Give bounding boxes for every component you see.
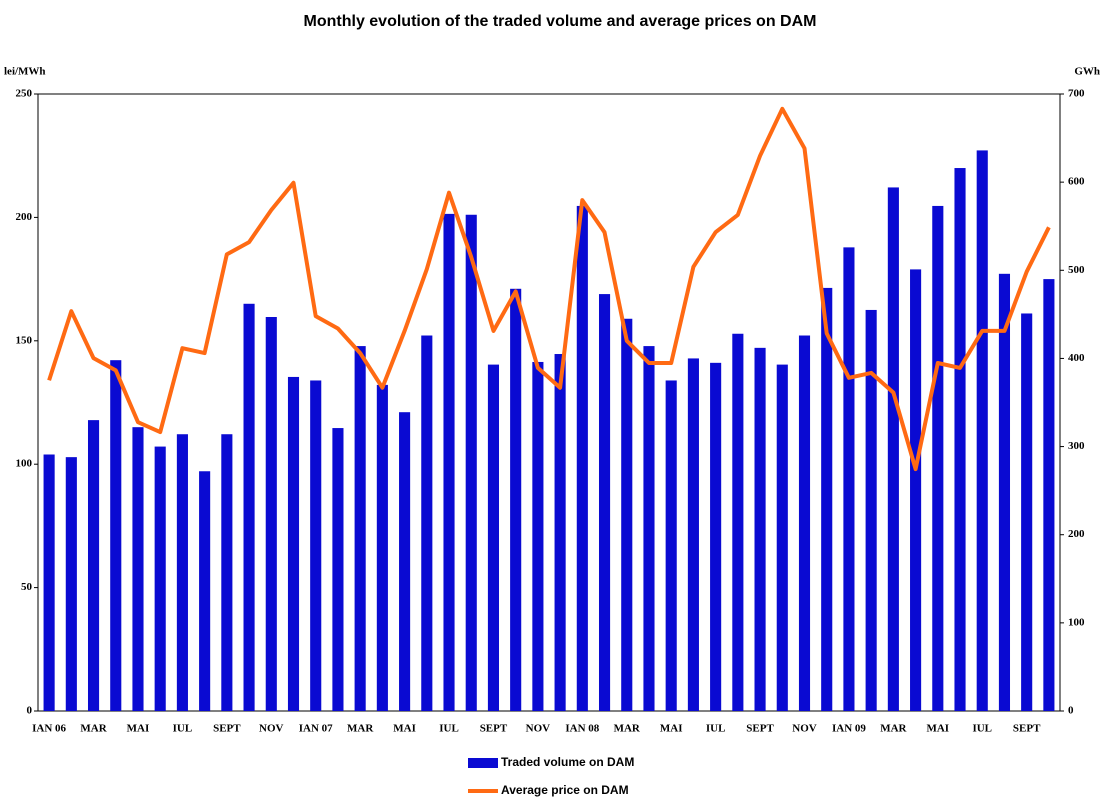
x-tick-label: SEPT [1013,723,1041,735]
bar [1021,313,1033,711]
x-tick-label: MAR [614,723,641,735]
x-tick-label: MAI [926,723,949,735]
x-tick-label: SEPT [480,723,508,735]
chart-title: Monthly evolution of the traded volume a… [304,13,817,30]
y-tick-label: 50 [21,581,33,593]
y2-tick-label: 500 [1068,264,1085,276]
bar [976,150,988,711]
bar [376,384,388,711]
bar [554,354,566,711]
x-tick-label: NOV [792,723,817,735]
bar [932,205,944,712]
bar [287,376,300,711]
legend-swatch [468,758,498,768]
y2-tick-label: 300 [1068,440,1085,452]
bar [310,380,322,711]
x-tick-label: SEPT [213,723,241,735]
x-tick-label: IAN 06 [32,723,66,735]
x-tick-label: IAN 09 [832,723,866,735]
bar [1043,279,1055,711]
y-tick-label: 250 [16,88,33,100]
bar [532,361,544,711]
bar [776,364,788,711]
bar [687,358,699,711]
x-tick-label: NOV [526,723,551,735]
bar [621,318,633,711]
plot-frame [37,93,1061,712]
y2-tick-label: 600 [1068,176,1085,188]
x-tick-label: IAN 08 [565,723,599,735]
y-tick-label: 200 [16,211,33,223]
bar [887,187,899,712]
x-tick-label: MAR [80,723,107,735]
bar [865,309,877,711]
x-tick-label: SEPT [746,723,774,735]
bar [243,303,255,711]
bar [710,362,722,711]
legend-label: Average price on DAM [501,783,629,797]
bar [798,335,811,711]
x-tick-label: MAR [347,723,374,735]
x-tick-label: IUL [439,723,459,735]
x-tick-label: MAI [660,723,683,735]
y-axis-title: lei/MWh [4,66,46,78]
bar [998,273,1011,711]
x-tick-label: MAR [880,723,907,735]
bar [732,333,744,711]
bar [576,205,588,712]
bar [221,434,233,711]
x-tick-label: IUL [706,723,726,735]
y2-tick-label: 200 [1068,528,1085,540]
x-tick-label: IUL [972,723,992,735]
bar [598,294,611,711]
bar [399,412,411,711]
y-tick-label: 100 [16,458,33,470]
bar [110,360,122,711]
bar [132,427,144,711]
y2-tick-label: 100 [1068,616,1085,628]
bar [65,457,77,711]
y-tick-label: 150 [16,334,33,346]
bar [821,287,833,711]
bar [154,446,166,711]
bar [910,269,922,711]
x-tick-label: IAN 07 [299,723,333,735]
x-tick-label: IUL [173,723,193,735]
bar [176,434,188,711]
bar [643,346,655,711]
bar [665,380,677,711]
bar [465,214,477,711]
y-tick-label: 0 [27,705,33,717]
bar [332,428,344,711]
x-tick-label: NOV [259,723,284,735]
x-tick-label: MAI [127,723,150,735]
bar [754,347,766,711]
bar [954,168,966,712]
bar [199,471,211,711]
bar [443,213,455,712]
x-tick-label: MAI [393,723,416,735]
y2-tick-label: 0 [1068,705,1074,717]
bar [87,420,100,711]
bar [265,317,277,711]
bar [421,335,433,711]
y2-tick-label: 700 [1068,88,1085,100]
y2-axis-title: GWh [1074,66,1100,78]
legend-label: Traded volume on DAM [501,755,634,769]
line [47,106,1051,472]
bar [354,346,366,711]
y2-tick-label: 400 [1068,352,1085,364]
bar [43,454,55,711]
bar [510,288,522,711]
bar [843,247,855,711]
bar [487,364,500,711]
